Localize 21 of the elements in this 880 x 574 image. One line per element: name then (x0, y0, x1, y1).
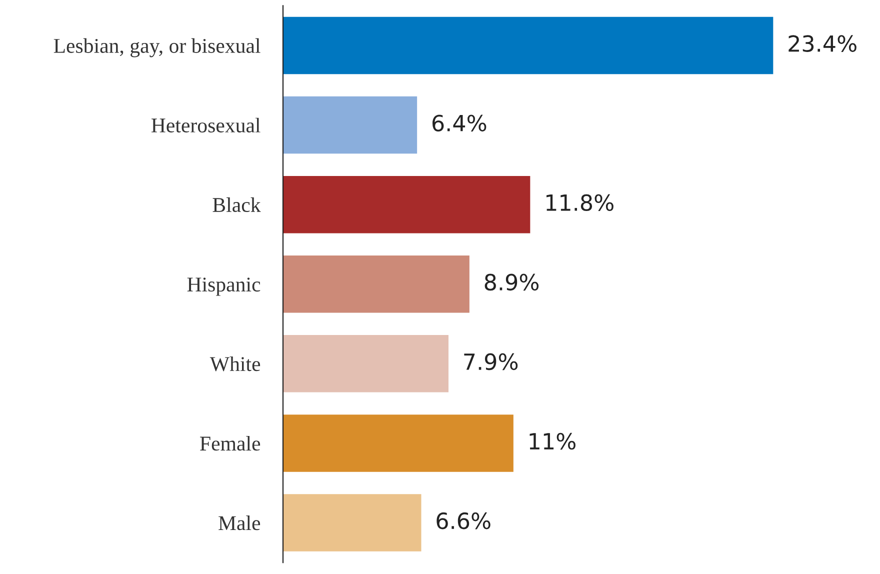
data-label: 7.9% (464, 353, 518, 370)
bar (283, 335, 448, 392)
y-tick-label: Black (212, 197, 261, 212)
y-tick-label: Female (200, 436, 260, 451)
y-tick-label: Male (218, 516, 260, 530)
y-tick-label: White (210, 356, 260, 372)
bar (283, 176, 530, 234)
bar (283, 414, 514, 472)
bar (283, 16, 774, 74)
data-label: 6.4% (432, 114, 486, 132)
data-label: 8.9% (484, 274, 539, 291)
bar (283, 255, 470, 313)
y-tick-label: Hispanic (187, 278, 260, 296)
bar (283, 494, 422, 552)
data-label: 6.6% (436, 512, 490, 530)
data-label: 23.4% (788, 35, 856, 52)
y-tick-label: Lesbian, gay, or bisexual (54, 38, 260, 58)
data-label: 11% (530, 432, 576, 450)
y-tick-label: Heterosexual (151, 118, 260, 132)
bar (283, 96, 418, 154)
data-label: 11.8% (546, 194, 614, 212)
